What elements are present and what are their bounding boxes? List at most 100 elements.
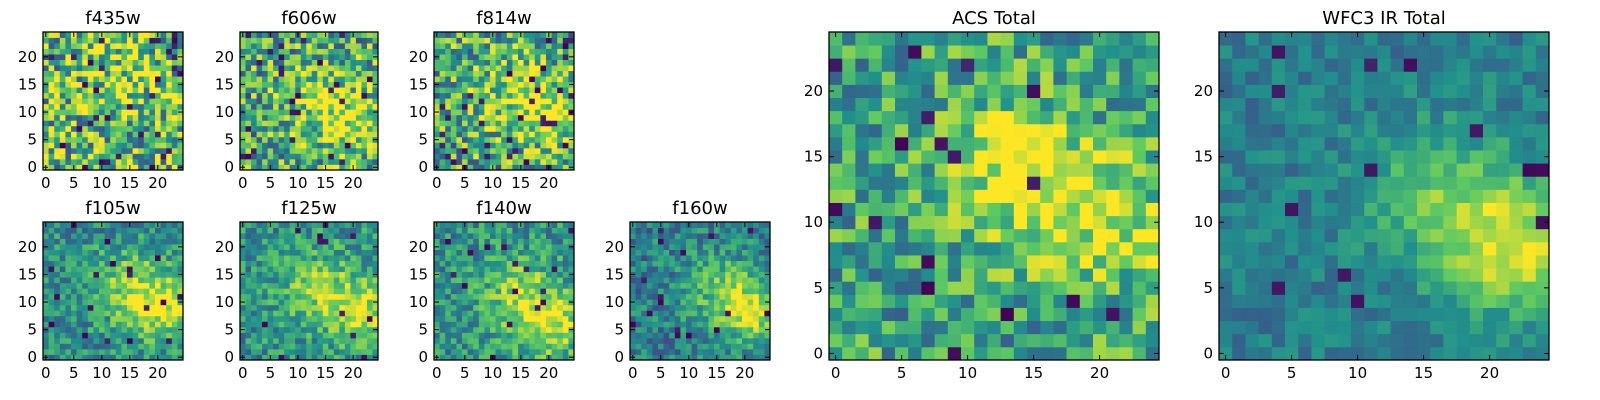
heatmap-cell: [462, 238, 468, 245]
heatmap-cell: [546, 348, 552, 355]
heatmap-cell: [1093, 268, 1107, 282]
heatmap-cell: [551, 131, 558, 138]
heatmap-cell: [855, 255, 869, 269]
heatmap-cell: [764, 282, 771, 289]
heatmap-cell: [262, 37, 268, 44]
heatmap-cell: [262, 109, 268, 116]
heatmap-cell: [484, 153, 491, 160]
heatmap-cell: [445, 255, 452, 262]
heatmap-cell: [669, 227, 676, 234]
heatmap-cell: [171, 271, 178, 278]
heatmap-cell: [1000, 320, 1015, 335]
heatmap-cell: [65, 136, 72, 143]
heatmap-cell: [714, 315, 720, 322]
heatmap-cell: [1027, 150, 1041, 164]
heatmap-cell: [149, 147, 156, 154]
heatmap-cell: [439, 288, 446, 295]
heatmap-cell: [256, 255, 263, 262]
heatmap-cell: [177, 255, 184, 262]
heatmap-cell: [273, 59, 280, 66]
heatmap-cell: [658, 244, 664, 250]
heatmap-cell: [512, 43, 519, 49]
heatmap-cell: [143, 271, 150, 278]
heatmap-cell: [478, 293, 485, 300]
heatmap-cell: [54, 282, 61, 289]
heatmap-cell: [855, 346, 869, 361]
heatmap-cell: [251, 249, 257, 256]
heatmap-cell: [568, 321, 575, 328]
heatmap-cell: [87, 164, 94, 171]
heatmap-cell: [115, 249, 122, 256]
heatmap-cell: [54, 304, 61, 311]
heatmap-cell: [506, 326, 513, 333]
heatmap-cell: [366, 59, 373, 66]
heatmap-cell: [987, 268, 1001, 282]
heatmap-cell: [143, 255, 150, 262]
heatmap-cell: [121, 288, 128, 295]
heatmap-cell: [143, 164, 150, 171]
heatmap-cell: [104, 136, 111, 143]
heatmap-cell: [166, 266, 173, 273]
heatmap-cell: [245, 81, 252, 88]
heatmap-cell: [551, 81, 558, 88]
heatmap-cell: [534, 266, 541, 273]
heatmap-cell: [289, 131, 296, 138]
heatmap-cell: [155, 227, 161, 234]
heatmap-cell: [546, 136, 552, 143]
heatmap-cell: [881, 255, 896, 269]
heatmap-cell: [456, 255, 463, 262]
heatmap-cell: [143, 43, 150, 49]
heatmap-cell: [568, 76, 575, 83]
heatmap-cell: [450, 54, 457, 60]
heatmap-cell: [490, 92, 496, 99]
heatmap-cell: [121, 76, 128, 83]
heatmap-cell: [512, 76, 519, 83]
heatmap-cell: [439, 299, 446, 306]
heatmap-cell: [1000, 150, 1015, 164]
heatmap-cell: [758, 233, 765, 239]
heatmap-cell: [262, 266, 268, 273]
heatmap-cell: [658, 321, 664, 328]
heatmap-cell: [284, 282, 291, 289]
heatmap-cell: [568, 310, 575, 317]
heatmap-cell: [65, 299, 72, 306]
heatmap-cell: [76, 48, 83, 55]
heatmap-cell: [646, 227, 653, 234]
heatmap-cell: [317, 282, 324, 289]
heatmap-cell: [1106, 307, 1120, 322]
heatmap-cell: [439, 43, 446, 49]
heatmap-cell: [76, 65, 83, 72]
heatmap-cell: [160, 153, 167, 160]
heatmap-cell: [273, 321, 280, 328]
heatmap-cell: [495, 81, 502, 88]
heatmap-cell: [495, 103, 502, 110]
x-tick-label: 10: [483, 364, 502, 382]
heatmap-cell: [506, 37, 513, 44]
heatmap-cell: [256, 348, 263, 355]
heatmap-cell: [506, 293, 513, 300]
heatmap-cell: [484, 98, 491, 105]
heatmap-cell: [262, 326, 268, 333]
heatmap-cell: [646, 282, 653, 289]
heatmap-cell: [278, 59, 285, 66]
heatmap-cell: [1040, 150, 1054, 164]
heatmap-cell: [961, 268, 975, 282]
heatmap-cell: [562, 37, 569, 44]
heatmap-cell: [1027, 163, 1041, 177]
heatmap-cell: [747, 266, 754, 273]
heatmap-cell: [82, 65, 89, 72]
heatmap-cell: [177, 147, 184, 154]
heatmap-cell: [328, 343, 335, 350]
heatmap-cell: [71, 109, 77, 116]
heatmap-cell: [251, 92, 257, 99]
heatmap-cell: [947, 215, 962, 230]
heatmap-cell: [974, 176, 988, 190]
heatmap-cell: [166, 299, 173, 306]
heatmap-cell: [166, 354, 173, 361]
heatmap-cell: [366, 43, 373, 49]
heatmap-cell: [658, 260, 664, 267]
heatmap-cell: [456, 326, 463, 333]
heatmap-cell: [546, 271, 552, 278]
heatmap-cell: [143, 65, 150, 72]
heatmap-cell: [495, 304, 502, 311]
